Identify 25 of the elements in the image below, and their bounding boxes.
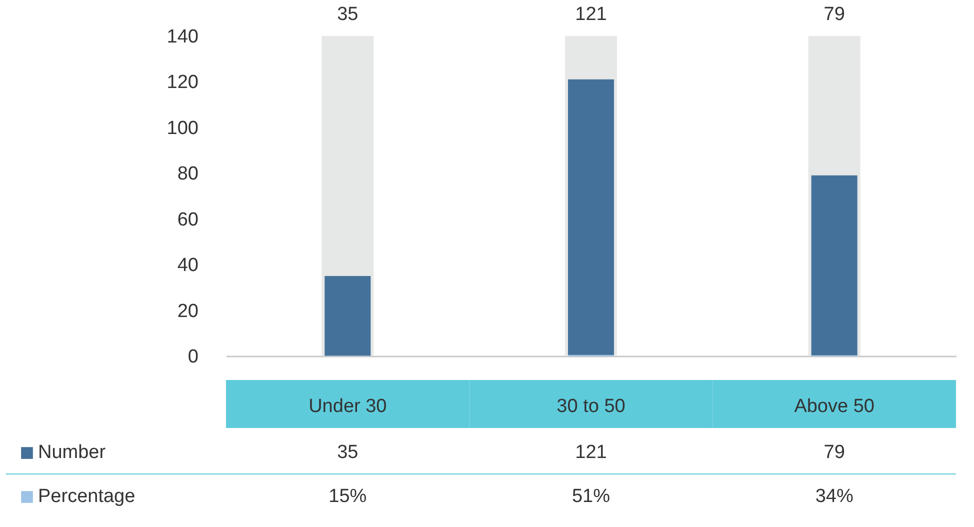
y-tick-label: 100 bbox=[166, 118, 198, 139]
text: 121 bbox=[575, 4, 607, 25]
y-tick-label: 60 bbox=[177, 209, 198, 230]
y-tick-label: 0 bbox=[188, 346, 198, 368]
x-tick-label: Under 30 bbox=[308, 396, 387, 417]
data-label: 15% bbox=[328, 486, 367, 507]
text: 79 bbox=[824, 4, 845, 25]
data-label: 79 bbox=[824, 442, 845, 463]
data-label: 121 bbox=[575, 442, 607, 463]
x-tick-label: 30 to 50 bbox=[556, 396, 626, 417]
legend-label: Percentage bbox=[38, 486, 136, 507]
legend-label: Number bbox=[38, 442, 106, 463]
y-tick-label: 120 bbox=[166, 72, 198, 94]
text: 35 bbox=[337, 4, 358, 25]
y-tick-label: 140 bbox=[166, 26, 198, 48]
data-label: 34% bbox=[815, 486, 854, 507]
y-tick-label: 80 bbox=[177, 164, 198, 185]
bar bbox=[568, 79, 614, 356]
y-tick-label: 40 bbox=[177, 255, 198, 276]
bar bbox=[811, 175, 858, 356]
bar bbox=[324, 276, 371, 356]
data-label: 35 bbox=[337, 442, 358, 463]
x-tick-label: Above 50 bbox=[794, 396, 874, 417]
data-label: 51% bbox=[572, 486, 610, 507]
y-tick-label: 20 bbox=[177, 300, 198, 322]
